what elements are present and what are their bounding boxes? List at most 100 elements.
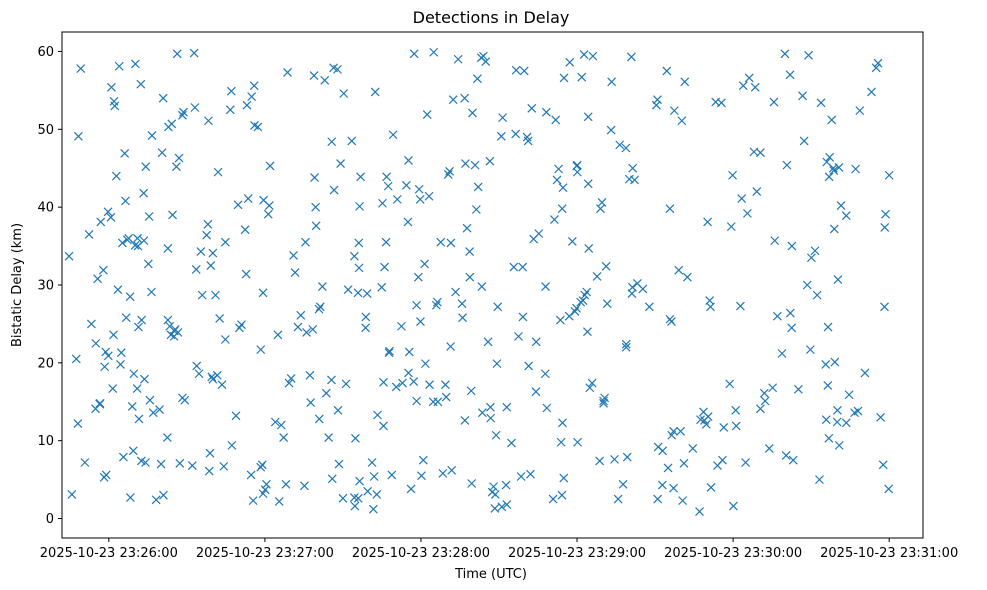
data-point <box>764 444 774 453</box>
data-point <box>136 79 146 89</box>
data-point <box>412 300 421 310</box>
data-point <box>468 108 477 118</box>
data-point <box>203 219 213 229</box>
data-point <box>314 304 324 314</box>
data-point <box>815 475 824 485</box>
data-point <box>621 339 631 349</box>
data-point <box>368 504 378 514</box>
data-point <box>141 162 151 172</box>
data-point <box>187 461 197 471</box>
data-point <box>327 137 337 147</box>
data-point <box>567 236 577 246</box>
data-point <box>263 209 273 219</box>
y-tick-label: 40 <box>37 201 54 216</box>
data-point <box>844 390 854 400</box>
data-point <box>260 485 270 495</box>
data-point <box>329 185 339 195</box>
data-point <box>880 302 889 312</box>
data-point <box>125 493 135 502</box>
data-point <box>489 482 498 492</box>
data-point <box>205 448 215 458</box>
data-point <box>283 68 292 77</box>
data-point <box>881 209 890 219</box>
data-point <box>354 263 364 273</box>
data-point <box>498 113 508 123</box>
data-point <box>162 433 172 443</box>
data-point <box>618 479 628 489</box>
data-point <box>416 317 425 327</box>
data-point <box>128 446 138 456</box>
data-point <box>343 285 353 295</box>
data-point <box>615 140 625 150</box>
data-point <box>652 95 662 105</box>
data-point <box>823 322 833 332</box>
data-point <box>558 418 567 428</box>
data-point <box>718 455 727 465</box>
data-point <box>834 163 844 172</box>
data-point <box>825 152 835 162</box>
data-point <box>824 172 834 182</box>
data-point <box>669 483 678 493</box>
data-point <box>108 384 118 393</box>
data-point <box>349 251 359 261</box>
data-point <box>310 173 320 182</box>
data-point <box>385 346 394 356</box>
data-point <box>424 191 434 201</box>
data-point <box>810 246 820 256</box>
data-point <box>884 170 894 180</box>
data-point <box>220 237 230 247</box>
data-point <box>211 290 220 300</box>
data-point <box>599 396 608 406</box>
data-point <box>431 300 441 310</box>
data-point <box>93 274 103 284</box>
data-point <box>420 259 430 269</box>
data-point <box>511 129 521 139</box>
data-point <box>91 338 101 348</box>
data-point <box>379 377 388 387</box>
data-point <box>453 54 463 64</box>
data-point <box>860 368 870 378</box>
data-point <box>706 482 716 492</box>
data-point <box>787 323 797 333</box>
data-point <box>448 95 458 105</box>
data-point <box>472 74 482 84</box>
data-point <box>206 261 216 270</box>
data-point <box>191 265 201 274</box>
data-point <box>461 159 470 168</box>
data-point <box>392 194 402 204</box>
data-point <box>582 287 592 297</box>
data-point <box>701 419 711 429</box>
data-point <box>305 370 315 380</box>
data-point <box>507 438 516 448</box>
data-point <box>579 50 589 59</box>
data-point <box>387 470 397 480</box>
data-point <box>744 73 754 83</box>
data-point <box>178 110 187 120</box>
data-point <box>116 359 125 369</box>
data-point <box>524 361 534 371</box>
data-point <box>518 262 528 272</box>
data-point <box>583 327 592 337</box>
data-point <box>742 208 752 218</box>
data-point <box>834 440 844 450</box>
data-point <box>86 319 96 329</box>
data-point <box>67 489 77 499</box>
data-point <box>134 322 143 332</box>
data-point <box>555 315 565 325</box>
data-point <box>447 465 457 475</box>
data-point <box>680 77 690 87</box>
data-point <box>556 437 566 447</box>
data-point <box>540 369 550 379</box>
data-point <box>103 207 113 217</box>
data-point <box>84 229 94 239</box>
data-point <box>466 386 476 396</box>
data-point <box>379 421 388 431</box>
data-point <box>253 122 263 132</box>
x-tick-label: 2025-10-23 23:29:00 <box>508 546 646 561</box>
data-point <box>677 116 687 126</box>
x-axis-title: Time (UTC) <box>454 567 527 582</box>
data-point <box>404 347 414 357</box>
data-point <box>129 369 139 379</box>
data-point <box>760 396 770 406</box>
data-point <box>369 472 379 481</box>
